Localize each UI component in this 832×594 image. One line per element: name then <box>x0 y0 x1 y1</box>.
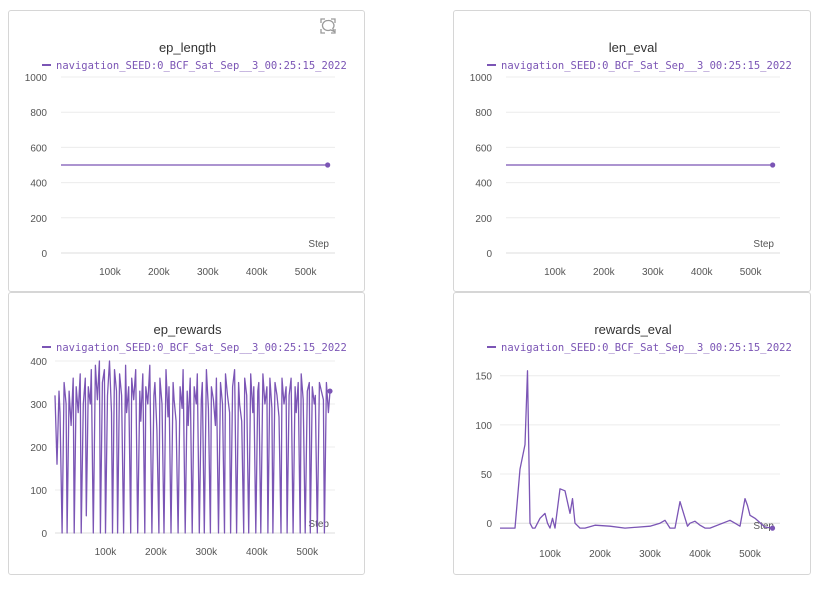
chart-panel-len-eval: len_eval navigation_SEED:0_BCF_Sat_Sep__3… <box>453 10 811 292</box>
series-line <box>500 370 773 529</box>
y-tick-label: 50 <box>481 470 493 481</box>
x-tick-label: 500k <box>295 267 318 278</box>
x-tick-label: 500k <box>739 549 762 560</box>
x-tick-label: 200k <box>148 267 171 278</box>
x-tick-label: 500k <box>296 547 319 558</box>
x-tick-label: 200k <box>145 547 168 558</box>
y-tick-label: 200 <box>30 443 47 454</box>
x-tick-label: 100k <box>95 547 118 558</box>
x-axis-label: Step <box>308 239 329 250</box>
ep-length-chart[interactable]: ep_length navigation_SEED:0_BCF_Sat_Sep__… <box>9 11 366 293</box>
y-tick-label: 1000 <box>470 73 493 84</box>
chart-panel-ep-rewards: ep_rewards navigation_SEED:0_BCF_Sat_Sep_… <box>8 292 365 575</box>
fullscreen-icon[interactable] <box>320 18 336 34</box>
y-tick-label: 0 <box>486 249 492 260</box>
series-end-point <box>327 388 333 394</box>
x-tick-label: 300k <box>197 267 220 278</box>
comment-icon[interactable] <box>321 18 358 34</box>
y-tick-label: 0 <box>41 249 47 260</box>
y-tick-label: 400 <box>475 179 492 190</box>
y-tick-label: 400 <box>30 179 47 190</box>
y-tick-label: 600 <box>475 143 492 154</box>
legend-label: navigation_SEED:0_BCF_Sat_Sep__3_00:25:1… <box>56 60 347 72</box>
y-tick-label: 1000 <box>25 73 48 84</box>
x-tick-label: 400k <box>689 549 712 560</box>
legend-label: navigation_SEED:0_BCF_Sat_Sep__3_00:25:1… <box>501 60 792 72</box>
x-axis-label: Step <box>753 239 774 250</box>
x-tick-label: 100k <box>544 267 567 278</box>
y-tick-label: 200 <box>475 214 492 225</box>
y-tick-label: 100 <box>30 486 47 497</box>
x-tick-label: 400k <box>246 547 269 558</box>
series-line <box>54 360 331 534</box>
x-tick-label: 300k <box>642 267 665 278</box>
y-tick-label: 800 <box>30 108 47 119</box>
chart-title: ep_length <box>159 40 216 55</box>
x-axis-label: Step <box>308 519 329 530</box>
y-tick-label: 300 <box>30 400 47 411</box>
y-tick-label: 800 <box>475 108 492 119</box>
legend-label: navigation_SEED:0_BCF_Sat_Sep__3_00:25:1… <box>56 342 347 354</box>
y-tick-label: 0 <box>486 519 492 530</box>
y-tick-label: 0 <box>41 529 47 540</box>
series-end-point <box>769 525 776 531</box>
x-tick-label: 200k <box>589 549 612 560</box>
panel-toolbar <box>320 18 358 34</box>
y-tick-label: 400 <box>30 357 47 368</box>
chart-panel-ep-length: ep_length navigation_SEED:0_BCF_Sat_Sep__… <box>8 10 365 292</box>
x-tick-label: 400k <box>691 267 714 278</box>
y-tick-label: 200 <box>30 214 47 225</box>
x-tick-label: 100k <box>539 549 562 560</box>
y-tick-label: 150 <box>475 372 492 383</box>
chart-title: len_eval <box>609 40 658 55</box>
x-tick-label: 200k <box>593 267 616 278</box>
series-end-point <box>770 162 776 168</box>
x-tick-label: 300k <box>196 547 219 558</box>
x-tick-label: 500k <box>740 267 763 278</box>
y-tick-label: 600 <box>30 143 47 154</box>
series-end-point <box>325 162 331 168</box>
rewards-eval-chart[interactable]: rewards_eval navigation_SEED:0_BCF_Sat_Se… <box>454 293 812 576</box>
chart-title: rewards_eval <box>594 322 671 337</box>
len-eval-chart[interactable]: len_eval navigation_SEED:0_BCF_Sat_Sep__3… <box>454 11 812 293</box>
x-tick-label: 400k <box>246 267 269 278</box>
x-tick-label: 300k <box>639 549 662 560</box>
chart-title: ep_rewards <box>154 322 222 337</box>
ep-rewards-chart[interactable]: ep_rewards navigation_SEED:0_BCF_Sat_Sep_… <box>9 293 366 576</box>
chart-panel-rewards-eval: rewards_eval navigation_SEED:0_BCF_Sat_Se… <box>453 292 811 575</box>
y-tick-label: 100 <box>475 421 492 432</box>
legend-label: navigation_SEED:0_BCF_Sat_Sep__3_00:25:1… <box>501 342 792 354</box>
x-tick-label: 100k <box>99 267 122 278</box>
